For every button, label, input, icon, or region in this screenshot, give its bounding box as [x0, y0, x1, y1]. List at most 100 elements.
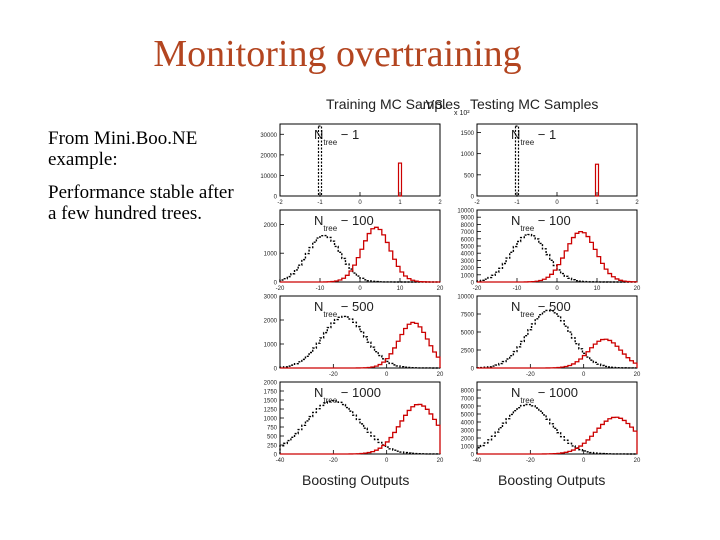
histogram-panel-testing-1: 0 500 1000 1500 -2 -1 0 1 2 Ntree − 1 [461, 123, 639, 206]
signal-histogram [280, 226, 441, 283]
y-tick-label: 10000 [457, 295, 474, 301]
background-histogram [476, 233, 637, 283]
ntree-label: Ntree − 1000 [511, 385, 578, 405]
x-tick-label: -20 [526, 372, 535, 378]
y-tick-label: 1000 [461, 445, 475, 451]
x-tick-label: 10 [594, 286, 601, 292]
x-tick-label: 20 [634, 286, 641, 292]
x-tick-label: -20 [276, 286, 285, 292]
x-axis-label-left: Boosting Outputs [302, 472, 409, 488]
ntree-label: Ntree − 1000 [314, 385, 381, 405]
plot-frame [279, 123, 441, 197]
y-tick-label: 750 [267, 426, 278, 432]
x-tick-label: 1 [595, 200, 599, 206]
background-histogram [476, 309, 638, 369]
histogram-panel-testing-100: 0100020003000400050006000700080009000100… [457, 209, 641, 293]
ntree-subscript: tree [520, 310, 534, 319]
slide-body: From Mini.Boo.NE example: Performance st… [48, 128, 238, 236]
ntree-subscript: tree [520, 396, 534, 405]
ntree-value: − 1000 [534, 385, 578, 400]
y-tick-label: 7000 [461, 230, 475, 236]
ntree-label: Ntree − 100 [314, 213, 374, 233]
histogram-panel-testing-500: 0 2500 5000 7500 10000 -20 0 20 Ntree − 500 [457, 295, 641, 379]
y-tick-label: 9000 [461, 216, 475, 222]
x-tick-label: -2 [474, 200, 480, 206]
x-tick-label: 0 [555, 286, 559, 292]
scale-label: x 10² [454, 110, 470, 117]
y-tick-label: 3000 [461, 259, 475, 265]
y-tick-label: 3000 [461, 429, 475, 435]
ntree-label: Ntree − 500 [511, 299, 571, 319]
bullet-text: Performance stable after a few hundred t… [48, 182, 234, 224]
y-tick-label: 5000 [461, 245, 475, 251]
plot-frame [476, 123, 638, 197]
y-tick-label: 1000 [264, 252, 278, 258]
x-tick-label: 20 [437, 286, 444, 292]
x-tick-label: -40 [473, 458, 482, 464]
y-tick-label: 5000 [461, 413, 475, 419]
ntree-subscript: tree [520, 224, 534, 233]
y-tick-label: 2000 [461, 437, 475, 443]
y-tick-label: 500 [267, 435, 278, 441]
x-tick-label: -40 [276, 458, 285, 464]
y-tick-label: 7000 [461, 397, 475, 403]
ntree-value: − 500 [337, 299, 374, 314]
y-tick-label: 4000 [461, 252, 475, 258]
y-tick-label: 1000 [264, 343, 278, 349]
x-tick-label: -1 [317, 200, 323, 206]
x-tick-label: -1 [514, 200, 520, 206]
signal-bar [397, 162, 403, 197]
ntree-subscript: tree [323, 310, 337, 319]
x-tick-label: 0 [358, 286, 362, 292]
training-header: Training MC Samples [326, 96, 460, 112]
y-tick-label: 2000 [264, 223, 278, 229]
y-tick-label: 30000 [260, 133, 277, 139]
x-tick-label: 20 [437, 372, 444, 378]
ntree-subscript: tree [520, 138, 534, 147]
x-tick-label: 2 [635, 200, 639, 206]
y-tick-label: 2000 [264, 381, 278, 387]
y-tick-label: 0 [471, 367, 475, 373]
y-tick-label: 6000 [461, 237, 475, 243]
signal-histogram [280, 321, 441, 369]
vs-label: .VS. [422, 97, 447, 112]
y-tick-label: 500 [464, 173, 475, 179]
ntree-value: − 500 [534, 299, 571, 314]
y-tick-label: 0 [274, 195, 278, 201]
signal-histogram [477, 230, 638, 283]
x-tick-label: 20 [634, 458, 641, 464]
ntree-subscript: tree [323, 138, 337, 147]
ntree-value: − 1000 [337, 385, 381, 400]
ntree-subscript: tree [323, 396, 337, 405]
y-tick-label: 6000 [461, 405, 475, 411]
y-tick-label: 1750 [264, 390, 278, 396]
x-tick-label: -20 [329, 372, 338, 378]
y-tick-label: 2000 [461, 266, 475, 272]
y-tick-label: 10000 [260, 174, 277, 180]
y-tick-label: 0 [471, 195, 475, 201]
y-tick-label: 20000 [260, 153, 277, 159]
y-tick-label: 8000 [461, 389, 475, 395]
x-tick-label: -10 [513, 286, 522, 292]
y-tick-label: 0 [471, 453, 475, 459]
y-tick-label: 7500 [461, 313, 475, 319]
histogram-panel-training-100: 0 1000 2000 -20 -10 0 10 20 Ntree − 100 [264, 209, 444, 292]
x-tick-label: 1 [398, 200, 402, 206]
x-tick-label: -10 [316, 286, 325, 292]
y-tick-label: 1250 [264, 408, 278, 414]
background-histogram [279, 234, 440, 283]
y-tick-label: 0 [274, 367, 278, 373]
y-tick-label: 0 [471, 281, 475, 287]
y-tick-label: 5000 [461, 331, 475, 337]
ntree-label: Ntree − 1 [511, 127, 556, 147]
signal-bar [594, 163, 600, 197]
overtraining-figure: Training MC Samples .VS. x 10² Testing M… [240, 92, 660, 497]
histogram-panel-testing-1000: 0 1000 2000 3000 4000 5000 6000 7000 8000 -40 -20 0… [461, 381, 641, 464]
x-tick-label: 20 [437, 458, 444, 464]
y-tick-label: 10000 [457, 209, 474, 215]
ntree-label: Ntree − 500 [314, 299, 374, 319]
signal-histogram [477, 338, 638, 369]
ntree-value: − 100 [534, 213, 571, 228]
y-tick-label: 4000 [461, 421, 475, 427]
background-bar [514, 125, 520, 197]
